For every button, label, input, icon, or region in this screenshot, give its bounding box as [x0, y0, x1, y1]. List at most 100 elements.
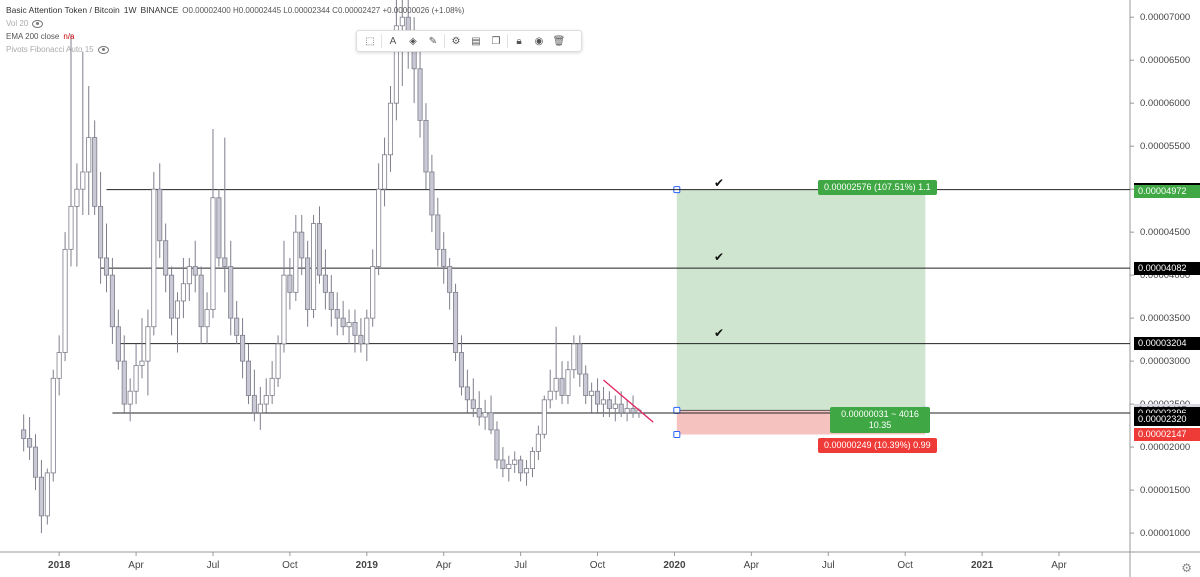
x-tick-label: 2020 [663, 560, 686, 571]
candle-body [68, 205, 74, 250]
gear-icon[interactable]: ⚙ [1181, 561, 1192, 575]
candle-body [334, 309, 340, 319]
exchange-label: BINANCE [140, 5, 179, 15]
pivots-indicator-row[interactable]: Pivots Fibonacci Auto 15 [6, 43, 464, 56]
candle-body [387, 102, 394, 156]
y-tick-label: 0.00001500 [1140, 485, 1190, 496]
candle-body [429, 171, 435, 216]
ema-value: n/a [63, 32, 75, 41]
x-tick-label: 2018 [48, 560, 71, 571]
candle-body [340, 317, 346, 328]
candle-body [618, 403, 624, 414]
lock-icon[interactable]: 🔒︎ [516, 35, 522, 47]
price-tag: 0.00004082 [1134, 261, 1200, 275]
x-tick-label: 2021 [971, 560, 994, 571]
candle-body [169, 274, 175, 319]
candle-body [109, 274, 115, 328]
candle-body [115, 326, 121, 362]
eye-icon[interactable] [97, 45, 109, 54]
ema-indicator-row[interactable]: EMA 200 close n/a [6, 30, 464, 43]
candle-body [62, 248, 68, 353]
x-tick-label: Apr [744, 560, 760, 571]
candle-body [263, 395, 269, 405]
candle-body [559, 377, 565, 396]
vol-indicator-row[interactable]: Vol 20 [6, 17, 464, 30]
candle-body [524, 468, 530, 474]
x-tick-label: Oct [282, 560, 298, 571]
price-tag: 0.00003204 [1134, 337, 1200, 351]
stats-icon[interactable]: ▤ [471, 35, 481, 47]
vol-label: Vol 20 [6, 19, 29, 28]
interval-label: 1W [123, 5, 137, 15]
x-tick-label: Oct [590, 560, 606, 571]
checkmark-icon: ✔ [714, 250, 725, 264]
entry-label-line1: 0.00000031 ~ 4016 [841, 409, 919, 419]
copy-icon[interactable]: ❐ [491, 35, 501, 47]
candle-body [346, 322, 352, 328]
ema-label: EMA 200 close [6, 32, 60, 41]
candle-body [38, 476, 44, 517]
candle-body [624, 408, 630, 414]
x-tick-label: Jul [822, 560, 835, 571]
candle-body [275, 343, 281, 379]
pencil-icon[interactable]: ✎ [428, 35, 438, 47]
candle-body [364, 317, 370, 345]
candle-body [447, 266, 453, 293]
candle-body [92, 137, 98, 207]
checkmark-icon: ✔ [714, 326, 725, 340]
gear-icon[interactable]: ⚙ [451, 35, 461, 47]
entry-label: 0.00000031 ~ 4016 10.35 [830, 407, 930, 433]
candle-body [222, 257, 228, 267]
candle-body [80, 171, 86, 190]
candle-body [293, 231, 299, 293]
candle-body [198, 274, 204, 328]
candle-body [98, 205, 104, 259]
candle-body [151, 188, 157, 328]
x-tick-label: Apr [1051, 560, 1067, 571]
candle-body [630, 408, 636, 414]
rectangle-icon[interactable]: ⬚ [365, 35, 375, 47]
fill-bucket-icon[interactable]: ◈ [409, 35, 417, 47]
candle-body [163, 240, 169, 276]
x-tick-label: Apr [436, 560, 452, 571]
candle-body [245, 360, 252, 396]
candle-body [180, 283, 186, 302]
position-handle [673, 430, 681, 438]
x-tick-label: Jul [207, 560, 220, 571]
candle-body [157, 188, 163, 242]
pivots-label: Pivots Fibonacci Auto 15 [6, 45, 94, 54]
toolbar-divider [444, 34, 445, 48]
y-tick-label: 0.00004500 [1140, 227, 1190, 238]
text-icon[interactable]: A [389, 35, 397, 47]
candle-body [370, 266, 376, 319]
candle-body [595, 390, 601, 405]
toolbar-divider [507, 34, 508, 48]
candle-body [32, 446, 39, 478]
candle-body [352, 322, 358, 336]
eye-icon[interactable] [32, 19, 44, 28]
candle-body [74, 188, 80, 207]
price-tag: 0.00002147 [1134, 427, 1200, 441]
chart-legend: Basic Attention Token / Bitcoin 1W BINAN… [6, 4, 464, 56]
x-tick-label: Oct [897, 560, 913, 571]
candle-body [204, 309, 210, 328]
candle-body [269, 377, 275, 396]
y-tick-label: 0.00003000 [1140, 356, 1190, 367]
symbol-title: Basic Attention Token / Bitcoin [6, 5, 120, 15]
candle-body [382, 154, 388, 190]
candle-body [311, 223, 317, 310]
candle-body [529, 451, 535, 469]
candle-body [228, 266, 234, 319]
eye-icon[interactable]: ◉ [534, 35, 544, 47]
candle-body [192, 266, 198, 276]
y-tick-label: 0.00006000 [1140, 98, 1190, 109]
candle-body [210, 197, 216, 310]
trash-icon[interactable]: 🗑︎ [552, 35, 566, 47]
candle-body [399, 16, 405, 27]
candle-body [299, 231, 305, 259]
y-tick-label: 0.00007000 [1140, 12, 1190, 23]
candle-body [127, 390, 133, 405]
candle-body [494, 429, 500, 461]
candle-body [464, 386, 470, 401]
